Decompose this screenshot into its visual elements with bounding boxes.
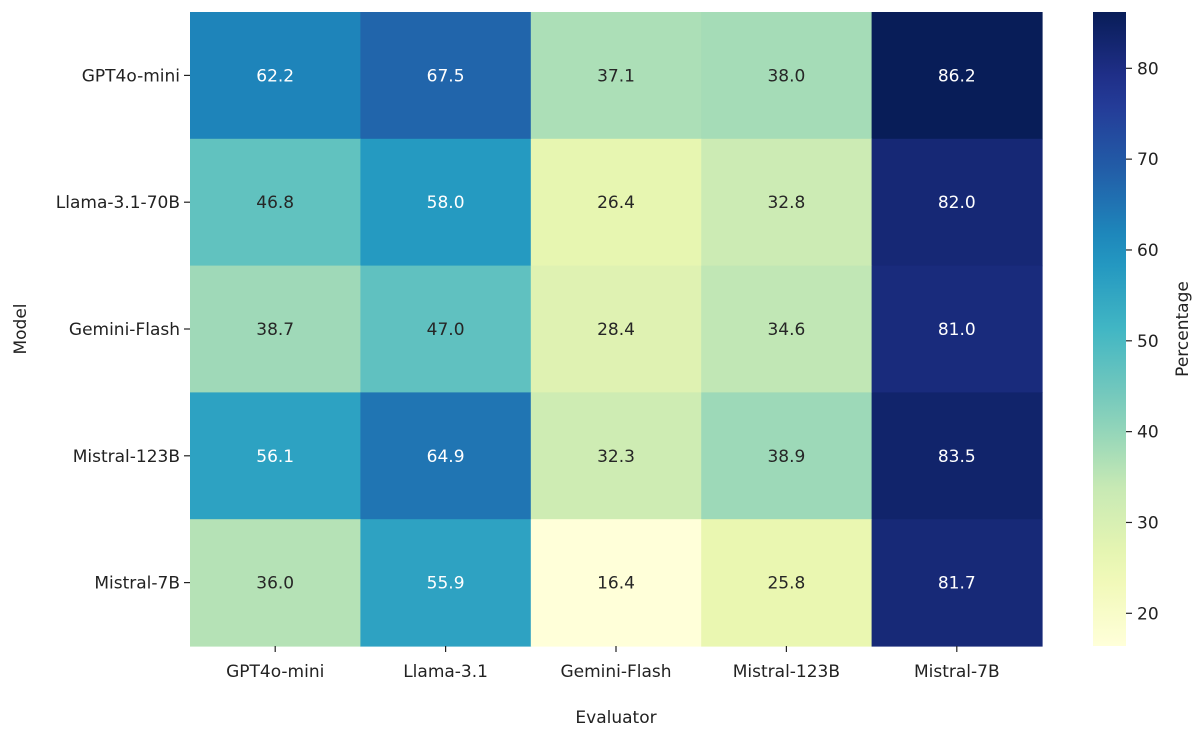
colorbar-tick-label: 60 bbox=[1137, 241, 1159, 261]
cell-value-label: 32.3 bbox=[597, 447, 635, 467]
cell-value-label: 64.9 bbox=[427, 447, 465, 467]
heatmap-cell bbox=[871, 138, 1043, 267]
heatmap-cell bbox=[530, 265, 702, 393]
heatmap-cell bbox=[360, 265, 532, 393]
cell-value-label: 46.8 bbox=[256, 193, 294, 213]
cell-value-label: 56.1 bbox=[256, 447, 294, 467]
colorbar-tick-label: 40 bbox=[1137, 423, 1159, 443]
heatmap-cell bbox=[871, 12, 1043, 140]
heatmap-cell bbox=[530, 138, 702, 267]
heatmap-cell bbox=[360, 138, 532, 267]
cell-value-label: 47.0 bbox=[427, 320, 465, 340]
colorbar-tick-label: 50 bbox=[1137, 332, 1159, 352]
x-axis-ticks: GPT4o-mini Llama-3.1 Gemini-Flash Mistral-1… bbox=[226, 646, 1000, 682]
colorbar bbox=[1093, 12, 1126, 646]
heatmap-cell bbox=[530, 12, 702, 140]
cell-value-label: 58.0 bbox=[427, 193, 465, 213]
x-tick-label: Mistral-7B bbox=[914, 662, 1000, 682]
colorbar-tick-label: 80 bbox=[1137, 59, 1159, 79]
cell-value-label: 36.0 bbox=[256, 574, 294, 594]
colorbar-tick-label: 30 bbox=[1137, 513, 1159, 533]
cell-value-label: 16.4 bbox=[597, 574, 635, 594]
cell-value-label: 28.4 bbox=[597, 320, 635, 340]
cell-value-label: 83.5 bbox=[938, 447, 976, 467]
heatmap-cell bbox=[701, 519, 873, 647]
y-axis-ticks: GPT4o-mini Llama-3.1-70B Gemini-Flash Mistr… bbox=[56, 66, 190, 594]
heatmap-cells: 62.2 67.5 37.1 38.0 86.2 46.8 58.0 26.4 32.8 82.0… bbox=[190, 12, 1043, 647]
cell-value-label: 32.8 bbox=[767, 193, 805, 213]
y-tick-label: GPT4o-mini bbox=[82, 66, 180, 86]
heatmap-cell bbox=[530, 392, 702, 520]
colorbar-tick-label: 70 bbox=[1137, 150, 1159, 170]
cell-value-label: 81.0 bbox=[938, 320, 976, 340]
cell-value-label: 26.4 bbox=[597, 193, 635, 213]
y-tick-label: Mistral-123B bbox=[73, 447, 180, 467]
heatmap-cell bbox=[701, 265, 873, 393]
cell-value-label: 82.0 bbox=[938, 193, 976, 213]
heatmap-cell bbox=[190, 519, 361, 647]
cell-value-label: 67.5 bbox=[427, 66, 465, 86]
x-tick-label: Llama-3.1 bbox=[403, 662, 488, 682]
heatmap-cell bbox=[871, 392, 1043, 520]
x-tick-label: Gemini-Flash bbox=[560, 662, 671, 682]
cell-value-label: 55.9 bbox=[427, 574, 465, 594]
x-tick-label: GPT4o-mini bbox=[226, 662, 324, 682]
cell-value-label: 25.8 bbox=[767, 574, 805, 594]
heatmap-cell bbox=[360, 519, 532, 647]
cell-value-label: 38.9 bbox=[767, 447, 805, 467]
x-tick-label: Mistral-123B bbox=[733, 662, 840, 682]
heatmap-cell bbox=[360, 12, 532, 140]
heatmap-cell bbox=[190, 12, 361, 140]
x-axis-title: Evaluator bbox=[575, 708, 656, 728]
cell-value-label: 86.2 bbox=[938, 66, 976, 86]
heatmap-cell bbox=[530, 519, 702, 647]
heatmap-cell bbox=[701, 12, 873, 140]
y-tick-label: Llama-3.1-70B bbox=[56, 193, 180, 213]
heatmap-cell bbox=[871, 519, 1043, 647]
y-tick-label: Mistral-7B bbox=[94, 574, 180, 594]
cell-value-label: 62.2 bbox=[256, 66, 294, 86]
cell-value-label: 37.1 bbox=[597, 66, 635, 86]
heatmap-cell bbox=[871, 265, 1043, 393]
colorbar-title: Percentage bbox=[1173, 281, 1193, 377]
cell-value-label: 38.7 bbox=[256, 320, 294, 340]
heatmap-cell bbox=[190, 392, 361, 520]
y-axis-title: Model bbox=[11, 303, 31, 354]
colorbar-tick-label: 20 bbox=[1137, 604, 1159, 624]
cell-value-label: 34.6 bbox=[767, 320, 805, 340]
heatmap-cell bbox=[360, 392, 532, 520]
cell-value-label: 38.0 bbox=[767, 66, 805, 86]
heatmap-cell bbox=[701, 392, 873, 520]
heatmap-cell bbox=[190, 265, 361, 393]
heatmap-cell bbox=[190, 138, 361, 267]
cell-value-label: 81.7 bbox=[938, 574, 976, 594]
y-tick-label: Gemini-Flash bbox=[69, 320, 180, 340]
colorbar-ticks: 20 30 40 50 60 70 80 bbox=[1126, 59, 1159, 624]
heatmap-cell bbox=[701, 138, 873, 267]
